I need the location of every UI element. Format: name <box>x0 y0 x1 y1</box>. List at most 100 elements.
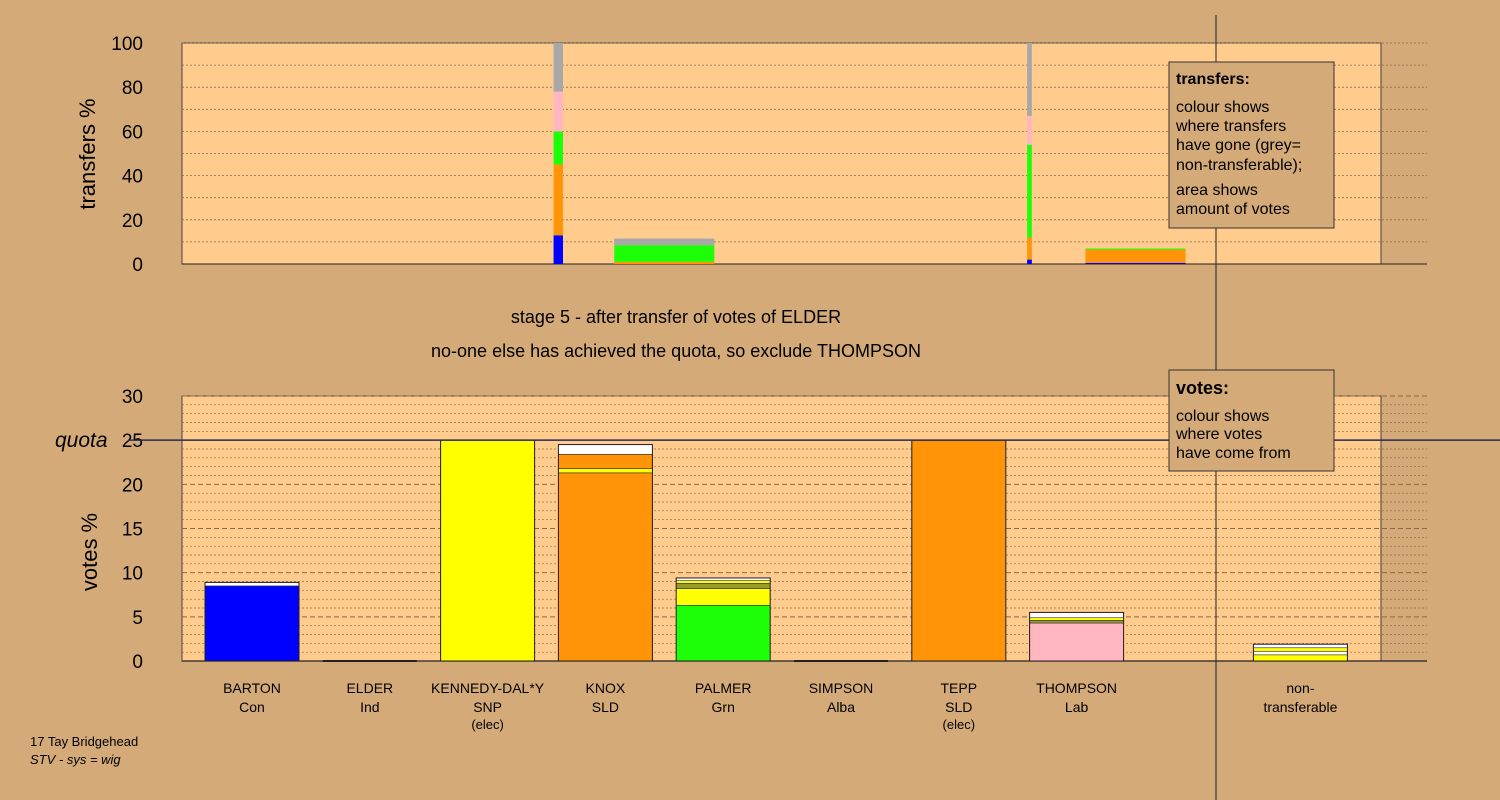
votes-y-tick-label: 15 <box>122 520 143 541</box>
candidate-name: BARTON <box>223 680 281 696</box>
vote-segment <box>1029 617 1124 621</box>
transfer-segment <box>553 164 563 236</box>
candidate-labels: BARTON Con ELDER Ind KENNEDY-DAL*Y SNP (elec) K… <box>223 680 1338 732</box>
votes-legend: votes: colour shows where votes have com… <box>1168 369 1335 472</box>
transfers-legend-title: transfers: <box>1176 71 1250 88</box>
votes-y-tick-label: 25 <box>122 431 143 452</box>
vote-segment <box>558 453 653 469</box>
votes-legend-title: votes: <box>1176 378 1229 398</box>
transfers-legend-line: have gone (grey= <box>1176 137 1301 154</box>
candidate-elected: (elec) <box>471 717 504 732</box>
votes-legend-line: colour shows <box>1176 408 1269 425</box>
candidate-name: ELDER <box>346 680 393 696</box>
transfer-segment <box>553 91 563 132</box>
transfer-segment <box>1027 259 1032 264</box>
vote-segment <box>558 468 653 474</box>
votes-y-tick-label: 20 <box>122 475 143 496</box>
candidate-party: Con <box>239 699 265 715</box>
transfers-legend-line: non-transferable); <box>1176 157 1302 174</box>
votes-y-tick-label: 5 <box>132 608 143 629</box>
candidate-name: non- <box>1286 680 1314 696</box>
transfers-legend-line: colour shows <box>1176 99 1269 116</box>
constituency-label: 17 Tay Bridgehead <box>30 734 138 749</box>
vote-bar-outline <box>1029 611 1125 662</box>
votes-bars <box>204 439 1348 662</box>
transfers-legend-line: amount of votes <box>1176 201 1290 218</box>
transfers-legend-line: area shows <box>1176 182 1258 199</box>
votes-gridlines <box>182 395 1427 662</box>
vote-bar-outline <box>1252 643 1348 662</box>
transfers-legend-line: where transfers <box>1175 118 1286 135</box>
transfer-segment <box>553 131 563 165</box>
candidate-party: Grn <box>712 699 735 715</box>
transfers-y-tick-label: 40 <box>122 167 143 188</box>
votes-y-axis-label: votes % <box>77 513 102 591</box>
votes-legend-line: have come from <box>1176 445 1291 462</box>
candidate-name: THOMPSON <box>1036 680 1117 696</box>
candidate-name: KENNEDY-DAL*Y <box>431 680 545 696</box>
candidate-party: SNP <box>473 699 502 715</box>
vote-segment <box>675 605 771 662</box>
candidate-name: SIMPSON <box>809 680 874 696</box>
vote-segment <box>675 588 771 606</box>
vote-segment <box>558 444 653 455</box>
vote-segment <box>1253 650 1348 656</box>
transfers-y-tick-label: 20 <box>122 211 143 232</box>
candidate-name: PALMER <box>695 680 752 696</box>
vote-segment <box>911 439 1007 662</box>
transfer-segment <box>1027 237 1032 260</box>
votes-y-tick-label: 0 <box>132 652 143 673</box>
candidate-name: TEPP <box>941 680 978 696</box>
transfer-segment <box>614 238 715 246</box>
vote-segment <box>1253 647 1348 652</box>
vote-bar-outline <box>675 577 771 662</box>
vote-segment <box>1029 612 1124 619</box>
transfers-y-tick-label: 0 <box>132 255 143 276</box>
vote-segment <box>675 582 771 589</box>
votes-y-tick-label: 10 <box>122 564 143 585</box>
transfers-y-tick-label: 80 <box>122 78 143 99</box>
transfers-legend-box <box>1168 61 1335 229</box>
votes-y-ticks: 0 5 10 15 20 25 30 <box>122 387 143 673</box>
candidate-party: SLD <box>945 699 972 715</box>
transfer-segment <box>1027 115 1032 145</box>
transfers-y-tick-label: 60 <box>122 122 143 143</box>
vote-segment <box>204 582 300 587</box>
transfer-segment <box>1027 144 1032 238</box>
vote-segment <box>204 585 300 662</box>
vote-bar-outline <box>557 444 653 662</box>
exclude-note: no-one else has achieved the quota, so e… <box>431 341 921 361</box>
transfers-y-tick-label: 100 <box>111 34 143 55</box>
transfer-segment <box>553 43 563 92</box>
candidate-name: KNOX <box>586 680 626 696</box>
votes-y-tick-label: 30 <box>122 387 143 408</box>
system-label: STV - sys = wig <box>30 752 121 767</box>
candidate-party: transferable <box>1263 699 1337 715</box>
transfers-legend: transfers: colour shows where transfers … <box>1168 61 1335 229</box>
vote-bar-outline <box>204 581 300 662</box>
candidate-party: Lab <box>1065 699 1089 715</box>
transfers-y-axis-label: transfers % <box>75 98 100 209</box>
transfer-segment <box>1085 262 1186 264</box>
stage-title: stage 5 - after transfer of votes of ELD… <box>511 307 841 327</box>
transfers-y-ticks: 0 20 40 60 80 100 <box>111 34 143 276</box>
vote-segment <box>675 580 771 584</box>
vote-segment <box>1029 622 1124 662</box>
transfer-segment <box>1085 249 1186 263</box>
candidate-party: Alba <box>827 699 855 715</box>
transfer-segment <box>614 261 715 264</box>
vote-segment <box>558 472 653 662</box>
transfer-segment <box>1085 248 1186 250</box>
votes-legend-line: where votes <box>1175 426 1262 443</box>
vote-segment <box>1253 654 1348 662</box>
vote-segment <box>1253 643 1348 649</box>
transfer-segment <box>553 235 563 264</box>
transfer-segment <box>614 245 715 262</box>
vote-segment <box>1029 620 1124 624</box>
transfer-segment <box>1027 43 1032 116</box>
candidate-party: Ind <box>360 699 379 715</box>
votes-chart: 0 5 10 15 20 25 30 BARTON Con ELDER Ind KENNEDY-DA… <box>55 387 1500 732</box>
vote-segment <box>440 439 535 662</box>
votes-legend-box <box>1168 369 1335 472</box>
